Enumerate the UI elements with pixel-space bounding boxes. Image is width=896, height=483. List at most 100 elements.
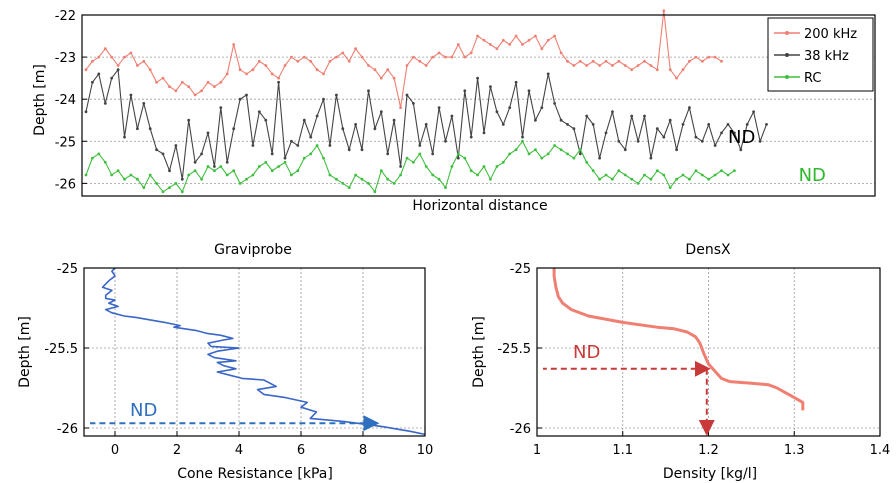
data-point [566,123,569,126]
y-tick-label: -25 [55,135,76,150]
data-point [232,43,236,46]
data-point [534,34,537,38]
data-point [264,118,268,122]
data-point [392,182,396,185]
nd-annotation: ND [573,342,600,363]
x-tick-label: 1.1 [612,443,633,458]
data-point [315,144,319,147]
legend-label: 200 kHz [804,27,857,42]
data-point [668,68,672,72]
data-point [437,51,441,55]
data-point [482,131,486,135]
x-tick-label: 6 [297,443,305,458]
data-point [174,144,178,147]
data-point [424,64,428,67]
densx-panel: DensX Depth [m] Density [kg/l] 1 1.1 1.2 1.… [471,242,890,482]
data-point [91,80,94,84]
data-point [347,186,351,190]
data-point [508,106,512,109]
data-point [225,173,229,177]
x-tick-label: 2 [173,443,181,458]
data-point [598,64,601,67]
data-point [309,135,313,139]
x-tick-label: 8 [359,443,367,458]
data-point [116,68,120,72]
data-point [148,173,152,177]
data-point [720,131,723,135]
data-point [456,43,460,46]
data-point [707,177,711,181]
data-point [482,38,486,42]
data-point [264,160,268,164]
data-point [110,55,114,59]
data-point [591,169,595,173]
y-tick-label: -25.5 [497,342,531,357]
y-tick-label: -24 [55,93,76,108]
data-point [662,9,666,13]
data-point [495,47,499,51]
data-point [604,59,608,63]
data-point [655,169,659,173]
data-point [161,190,165,194]
data-point [752,110,755,114]
data-point [514,148,518,152]
data-point [206,165,210,168]
data-point [180,190,184,194]
data-point [180,177,184,181]
data-point [688,59,691,63]
data-point [296,169,300,173]
data-point [489,43,492,46]
y-tick-label: -25 [510,262,531,277]
cone-resistance-line [101,267,426,436]
series-200-khz [84,9,723,109]
x-tick-label: 1.4 [870,443,891,458]
data-point [469,135,473,139]
data-point [456,152,460,156]
data-point [546,38,550,42]
data-point [649,64,653,67]
data-point [399,165,402,168]
data-point [700,139,704,143]
data-point [598,177,601,181]
data-point [379,169,383,173]
legend-label: 38 kHz [804,49,849,64]
data-point [187,173,191,177]
data-point [662,173,666,177]
data-point [636,64,640,67]
data-point [630,177,634,181]
data-point [148,127,152,131]
data-point [463,55,467,59]
data-point [200,152,204,156]
data-point [245,72,248,76]
data-point [213,169,216,173]
data-point [84,68,88,72]
legend: 200 kHz 38 kHz RC [767,17,874,92]
data-point [354,47,357,51]
data-point [84,110,88,114]
data-point [688,106,691,109]
data-point [296,59,300,63]
densx-title: DensX [685,242,731,258]
data-point [283,160,287,164]
data-point [335,177,338,181]
data-point [700,59,704,63]
data-point [277,76,280,80]
data-point [617,139,621,143]
data-point [591,59,595,63]
data-point [501,38,505,42]
data-point [354,123,357,126]
data-point [521,139,524,143]
data-point [578,152,582,156]
data-point [585,160,589,164]
data-point [572,64,576,67]
y-tick-label: -26 [510,422,531,437]
data-point [585,114,589,118]
data-point [745,123,749,126]
data-point [174,182,178,185]
data-point [643,173,646,177]
graviprobe-title: Graviprobe [214,242,292,258]
data-point [136,177,139,181]
data-point [219,80,223,84]
data-point [360,148,364,152]
